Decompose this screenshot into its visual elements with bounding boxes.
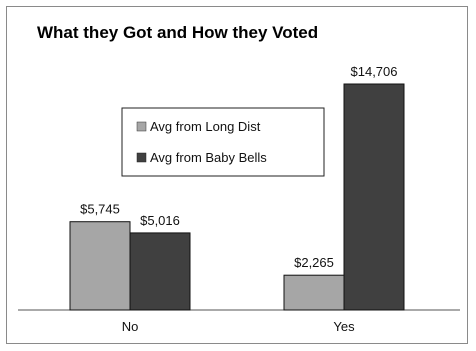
value-label-yes-long-dist: $2,265 (294, 255, 334, 270)
x-tick-labels-group: No Yes (122, 319, 355, 334)
chart-title: What they Got and How they Voted (37, 23, 318, 42)
bar-yes-baby-bells (343, 83, 405, 311)
value-label-yes-baby-bells: $14,706 (351, 64, 398, 79)
legend-label-long-dist: Avg from Long Dist (150, 119, 261, 134)
bar-yes-long-dist (283, 274, 345, 311)
legend: Avg from Long Dist Avg from Baby Bells (121, 107, 325, 177)
legend-box (121, 107, 325, 177)
legend-swatch-long-dist (136, 121, 147, 132)
value-labels-group: $5,745 $5,016 $2,265 $14,706 (80, 64, 397, 270)
x-tick-label-no: No (122, 319, 139, 334)
bar-no-long-dist (69, 221, 131, 311)
x-tick-label-yes: Yes (333, 319, 355, 334)
bars-group (69, 83, 405, 311)
legend-swatch-baby-bells (136, 152, 147, 163)
legend-label-baby-bells: Avg from Baby Bells (150, 150, 267, 165)
value-label-no-long-dist: $5,745 (80, 202, 120, 217)
bar-no-baby-bells (129, 232, 191, 311)
value-label-no-baby-bells: $5,016 (140, 213, 180, 228)
